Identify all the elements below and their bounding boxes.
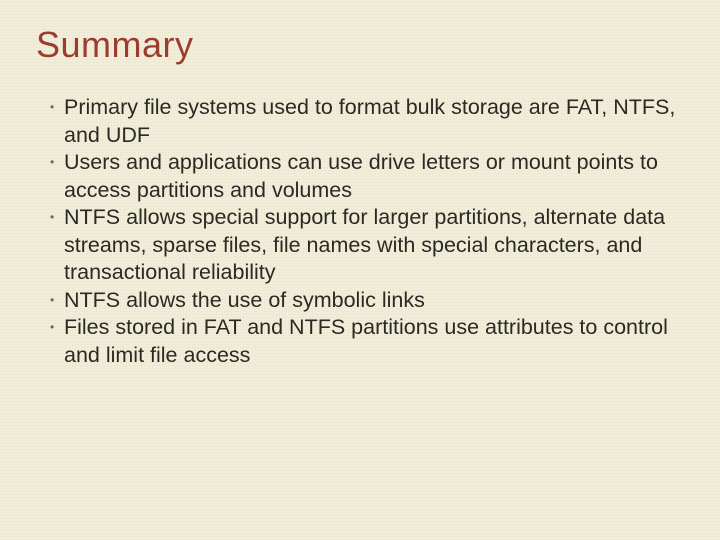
slide-title: Summary	[36, 24, 684, 66]
list-item: Files stored in FAT and NTFS partitions …	[50, 314, 684, 369]
list-item: NTFS allows the use of symbolic links	[50, 287, 684, 315]
list-item: Users and applications can use drive let…	[50, 149, 684, 204]
list-item: Primary file systems used to format bulk…	[50, 94, 684, 149]
bullet-list: Primary file systems used to format bulk…	[36, 94, 684, 369]
list-item: NTFS allows special support for larger p…	[50, 204, 684, 287]
